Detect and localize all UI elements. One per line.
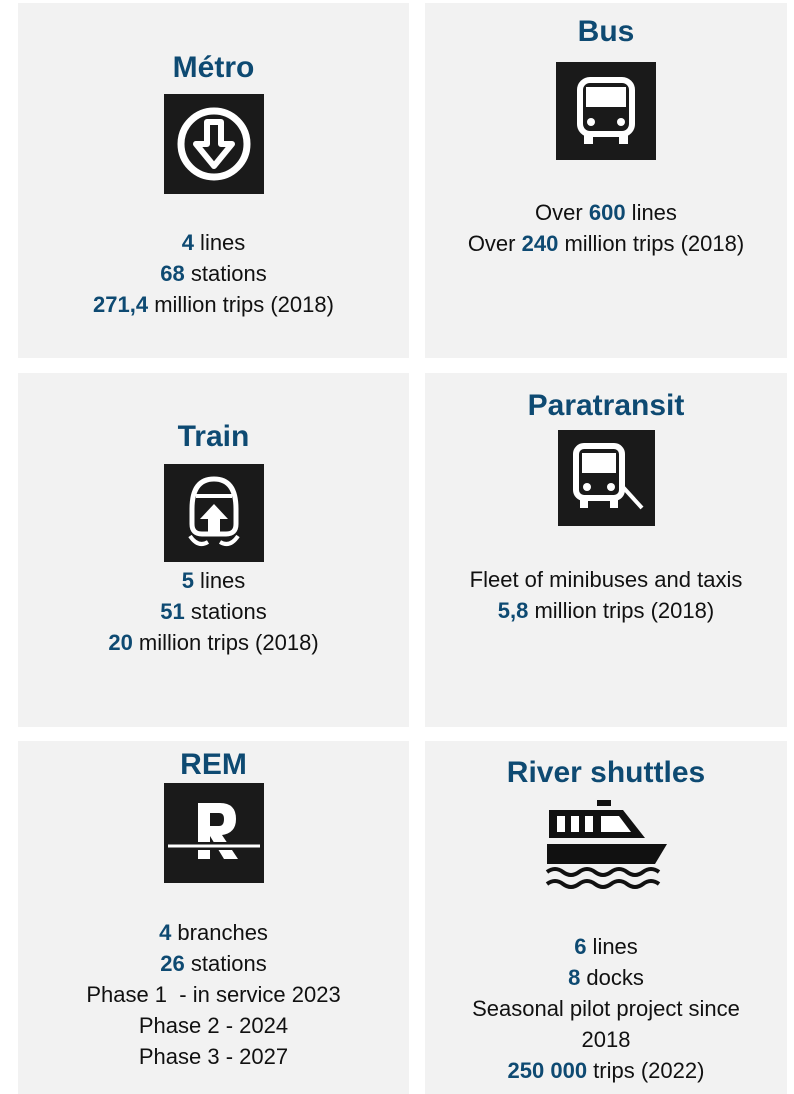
info-text: stations xyxy=(184,951,267,976)
info-text: Seasonal pilot project since xyxy=(472,996,740,1021)
info-line: Over 240 million trips (2018) xyxy=(468,228,744,259)
bus-icon xyxy=(556,62,656,160)
info-line: 271,4 million trips (2018) xyxy=(93,289,334,320)
info-text: stations xyxy=(184,261,267,286)
info-text: docks xyxy=(580,965,644,990)
info-line: Phase 1 - in service 2023 xyxy=(86,979,340,1010)
info-text: lines xyxy=(193,230,246,255)
highlight-number: 250 000 xyxy=(507,1058,588,1083)
info-text: Over xyxy=(535,200,589,225)
info-line: Phase 3 - 2027 xyxy=(139,1041,288,1072)
card-lines: Fleet of minibuses and taxis 5,8 million … xyxy=(470,564,743,626)
card: River shuttles 6 lines 8 docks Seasonal pi… xyxy=(425,741,787,1094)
info-line: 20 million trips (2018) xyxy=(108,627,318,658)
card: Train 5 lines 51 stations 20 million trips… xyxy=(18,373,409,727)
info-line: 68 stations xyxy=(160,258,266,289)
card-title: Métro xyxy=(172,51,255,84)
card-title: Train xyxy=(177,420,250,453)
card-lines: Over 600 lines Over 240 million trips (20… xyxy=(468,197,744,259)
info-text: 2018 xyxy=(581,1027,631,1052)
card-title: Paratransit xyxy=(527,389,685,422)
highlight-number: 240 xyxy=(521,231,559,256)
card-lines: 5 lines 51 stations 20 million trips (2018… xyxy=(108,565,318,658)
info-text: Over xyxy=(467,231,522,256)
highlight-number: 4 xyxy=(159,920,172,945)
river-shuttle-icon xyxy=(545,800,667,889)
card-title: Bus xyxy=(577,15,635,48)
info-line: Seasonal pilot project since xyxy=(472,993,740,1024)
metro-icon xyxy=(163,94,264,194)
info-text: million trips (2018) xyxy=(148,292,334,317)
card: Métro 4 lines 68 stations 271,4 million tr… xyxy=(18,3,409,358)
highlight-number: 68 xyxy=(160,261,185,286)
highlight-number: 5 xyxy=(181,568,194,593)
highlight-number: 26 xyxy=(160,951,185,976)
info-text: stations xyxy=(184,599,267,624)
info-text: Phase 1 - in service 2023 xyxy=(86,982,341,1007)
info-line: 5 lines xyxy=(182,565,246,596)
info-text: Phase 2 - 2024 xyxy=(138,1013,289,1038)
info-text: million trips (2018) xyxy=(558,231,745,256)
highlight-number: 5,8 xyxy=(497,598,529,623)
card-title: REM xyxy=(180,748,247,781)
info-line: 26 stations xyxy=(160,948,266,979)
info-text: million trips (2018) xyxy=(132,630,319,655)
info-line: Over 600 lines xyxy=(535,197,677,228)
card-lines: 4 branches 26 stations Phase 1 - in servic… xyxy=(86,917,340,1072)
paratransit-icon xyxy=(557,430,655,526)
info-text: branches xyxy=(171,920,268,945)
card: Paratransit Fleet of minibuses and taxis… xyxy=(425,373,787,727)
rem-icon xyxy=(163,783,264,883)
info-line: 2018 xyxy=(582,1024,631,1055)
info-text: million trips (2018) xyxy=(528,598,715,623)
info-line: 5,8 million trips (2018) xyxy=(498,595,714,626)
info-text: lines xyxy=(193,568,246,593)
info-line: 6 lines xyxy=(574,931,638,962)
card: REM 4 branches 26 stations Phase 1 - in se… xyxy=(18,741,409,1094)
highlight-number: 8 xyxy=(568,965,581,990)
info-text: Phase 3 - 2027 xyxy=(138,1044,289,1069)
highlight-number: 600 xyxy=(588,200,626,225)
info-line: 250 000 trips (2022) xyxy=(508,1055,705,1086)
highlight-number: 51 xyxy=(160,599,185,624)
info-text: lines xyxy=(625,200,677,225)
highlight-number: 6 xyxy=(574,934,587,959)
card: Bus Over 600 lines Over 240 million trips… xyxy=(425,3,787,358)
info-text: lines xyxy=(586,934,638,959)
info-text: Fleet of minibuses and taxis xyxy=(469,567,743,592)
card-lines: 4 lines 68 stations 271,4 million trips (2… xyxy=(93,227,334,320)
card-lines: 6 lines 8 docks Seasonal pilot project sin… xyxy=(472,931,740,1086)
highlight-number: 271,4 xyxy=(93,292,149,317)
info-line: 51 stations xyxy=(160,596,266,627)
info-text: trips (2022) xyxy=(587,1058,705,1083)
info-line: 8 docks xyxy=(568,962,644,993)
highlight-number: 4 xyxy=(181,230,194,255)
highlight-number: 20 xyxy=(108,630,133,655)
info-line: Phase 2 - 2024 xyxy=(139,1010,288,1041)
info-line: Fleet of minibuses and taxis xyxy=(470,564,743,595)
info-line: 4 branches xyxy=(159,917,268,948)
train-icon xyxy=(163,464,264,562)
card-title: River shuttles xyxy=(506,756,706,789)
info-line: 4 lines xyxy=(182,227,246,258)
